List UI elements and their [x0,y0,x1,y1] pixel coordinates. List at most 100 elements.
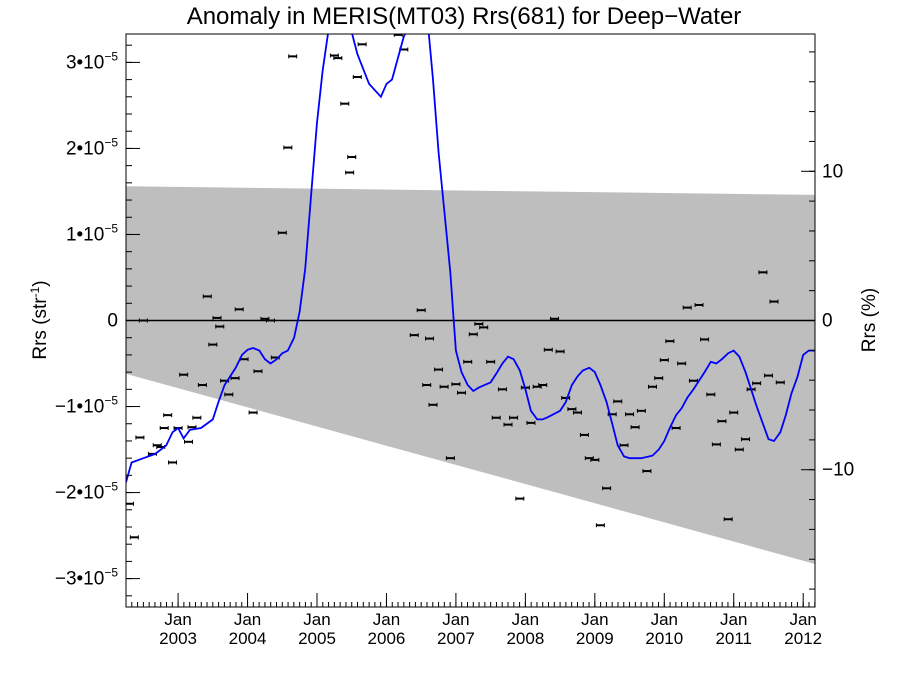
data-point [572,410,582,415]
y-tick-label: 3•10−5 [66,49,118,73]
data-point [234,307,244,312]
x-tick-month: Jan [303,610,330,629]
data-point [636,408,646,413]
y-tick-label: −2•10−5 [55,480,118,504]
x-tick-month: Jan [720,610,747,629]
data-point [665,339,675,344]
y-tick-label: 0 [107,311,118,332]
data-point [479,325,489,330]
y-axis-right: 10 0 −10 [801,51,854,590]
confidence-band [126,186,815,565]
data-point [602,486,612,491]
data-point [425,336,435,341]
data-point [352,75,362,80]
data-point [630,425,640,430]
data-point [357,42,367,47]
x-tick-month: Jan [581,610,608,629]
plot-area [126,34,815,565]
data-point [729,410,739,415]
data-point [179,372,189,377]
data-point [333,56,343,61]
data-point [126,501,134,506]
data-point [215,324,225,329]
data-point [526,420,536,425]
data-point [456,390,466,395]
data-point [579,432,589,437]
data-point [208,342,218,347]
data-point [515,496,525,501]
data-point [590,457,600,462]
data-point [497,387,507,392]
x-tick-year: 2008 [506,629,544,648]
data-point [288,54,298,59]
data-point [409,333,419,338]
data-point [619,443,629,448]
data-point [700,337,710,342]
data-point [168,460,178,465]
data-point [741,437,751,442]
y-axis-right-label: Rrs (%) [859,288,880,352]
x-tick-month: Jan [512,610,539,629]
y-right-tick-label: 0 [822,311,833,332]
data-point [468,332,478,337]
data-point [752,381,762,386]
data-point [625,412,635,417]
data-point [647,384,657,389]
x-tick-month: Jan [789,610,816,629]
data-point [230,376,240,381]
data-point [543,347,553,352]
data-point [277,230,287,235]
data-point [129,535,139,540]
y-tick-label: −3•10−5 [55,566,118,590]
x-tick-year: 2009 [576,629,614,648]
data-point [439,384,449,389]
data-point [428,402,438,407]
data-point [434,367,444,372]
data-point [491,415,501,420]
x-tick-month: Jan [651,610,678,629]
x-tick-year: 2003 [159,629,197,648]
data-point [422,383,432,388]
y-tick-label: 2•10−5 [66,135,118,159]
data-point [265,318,275,323]
data-point [763,373,773,378]
data-point [474,321,484,326]
data-point [163,413,173,418]
data-point [509,415,519,420]
data-point [212,315,222,320]
data-point [192,415,202,420]
data-point [135,435,145,440]
data-point [677,361,687,366]
data-point [503,422,513,427]
data-point [248,410,258,415]
data-point [654,376,664,381]
y-right-tick-label: 10 [822,161,843,182]
chart-title: Anomaly in MERIS(MT03) Rrs(681) for Deep… [187,3,742,30]
data-point [682,305,692,310]
y-tick-label: −1•10−5 [55,394,118,418]
x-tick-year: 2004 [229,629,267,648]
data-point [769,299,779,304]
x-tick-month: Jan [442,610,469,629]
x-tick-month: Jan [373,610,400,629]
data-point [671,426,681,431]
y-axis-left: 3•10−5 2•10−5 1•10−5 0 −1•10−5 −2•10−5 −3•10−5 [55,44,140,597]
data-point [567,407,577,412]
x-tick-year: 2010 [645,629,683,648]
data-point [340,101,350,106]
data-point [723,517,733,522]
data-point [555,349,565,354]
x-tick-year: 2005 [298,629,336,648]
data-point [393,34,403,37]
data-point [224,392,234,397]
data-point [717,419,727,424]
data-point [253,369,263,374]
data-point [561,395,571,400]
x-axis: Jan2003Jan2004Jan2005Jan2006Jan2007Jan20… [125,593,822,648]
data-point [642,469,652,474]
data-point [329,53,339,58]
data-point [550,316,560,321]
data-point [202,294,212,299]
data-point [595,523,605,528]
